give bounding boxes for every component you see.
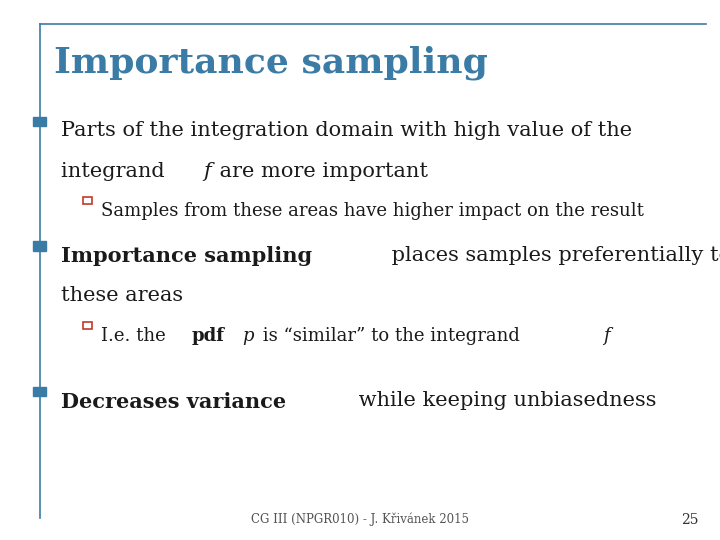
Text: f: f	[204, 162, 211, 181]
Text: places samples preferentially to: places samples preferentially to	[385, 246, 720, 265]
Text: Importance sampling: Importance sampling	[54, 46, 488, 80]
Bar	[83, 321, 92, 328]
Text: Parts of the integration domain with high value of the: Parts of the integration domain with hig…	[61, 122, 632, 140]
Bar	[83, 197, 92, 204]
Bar	[33, 387, 46, 396]
Text: are more important: are more important	[213, 162, 428, 181]
Text: is “similar” to the integrand: is “similar” to the integrand	[256, 327, 525, 345]
Text: CG III (NPGR010) - J. Křivánek 2015: CG III (NPGR010) - J. Křivánek 2015	[251, 513, 469, 526]
Text: Samples from these areas have higher impact on the result: Samples from these areas have higher imp…	[101, 202, 644, 220]
Text: 25: 25	[681, 512, 698, 526]
Text: p: p	[242, 327, 253, 345]
Text: Importance sampling: Importance sampling	[61, 246, 312, 266]
Text: f: f	[603, 327, 610, 345]
Text: integrand: integrand	[61, 162, 171, 181]
Text: pdf: pdf	[192, 327, 225, 345]
Text: these areas: these areas	[61, 286, 184, 305]
Text: while keeping unbiasedness: while keeping unbiasedness	[351, 392, 656, 410]
Bar	[33, 117, 46, 126]
Text: Decreases variance: Decreases variance	[61, 392, 287, 411]
Text: I.e. the: I.e. the	[101, 327, 171, 345]
Bar	[33, 241, 46, 251]
